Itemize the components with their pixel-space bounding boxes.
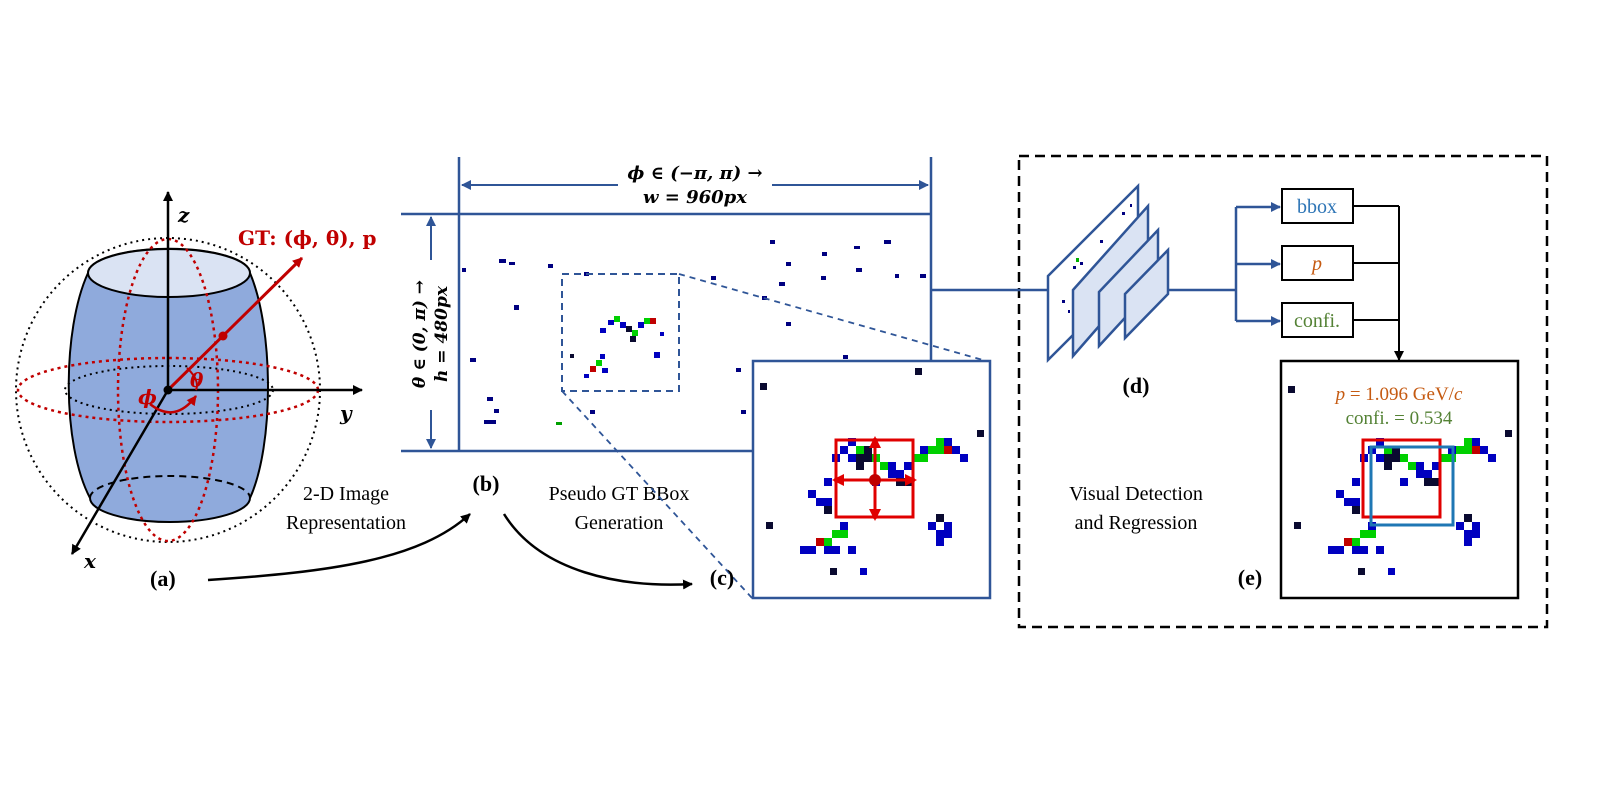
panel-a-detector: z y x GT: (ϕ, θ), p ϕ θ (a) [15,191,377,591]
panel-b-image: ϕ ∈ (−π, π) → w = 960px θ ∈ (0, π) → h =… [401,157,933,496]
zoom-connector-bottom [561,390,753,599]
zoom-region-box [561,273,680,392]
gt-direction-arrow [166,256,304,392]
p-symbol: p [1334,384,1346,405]
phi-label: ϕ [138,385,157,409]
caption-2d-line1: 2-D Image [303,483,389,505]
panel-e-prediction: p = 1.096 GeV/c confi. = 0.534 [1279,359,1520,600]
panel-c-pixels [760,368,984,575]
caption-pseudo-line2: Generation [575,512,664,534]
feature-map-4 [1123,246,1170,342]
p-unit: c [1454,384,1463,405]
caption-visual-line1: Visual Detection [1069,483,1203,505]
gt-bbox-red [1361,438,1442,519]
predicted-bbox-blue [1369,445,1455,527]
caption-pseudo-line1: Pseudo GT BBox [549,483,690,505]
gt-hit-point [218,331,228,341]
panel-d-letter: (d) [1123,373,1150,398]
axis-y-label: y [339,401,353,425]
detection-container [1017,154,1549,629]
theta-label: θ [190,368,204,392]
predicted-momentum: p = 1.096 GeV/c [1334,384,1463,405]
gt-label: GT: (ϕ, θ), p [238,226,377,250]
conf-output-box [1281,302,1354,338]
panel-e-pixels [1288,386,1512,575]
output-heads: bbox p confi. [1281,188,1404,361]
conf-output-label: confi. [1294,310,1340,332]
panel-e-frame [1279,359,1520,600]
origin-point [163,385,173,395]
axis-x-label: x [83,549,97,573]
axis-x-line [70,389,170,555]
caption-2d-line2: Representation [286,512,406,534]
arrow-a-to-b [207,513,471,582]
panel-e-letter: (e) [1238,565,1262,590]
theta-arc [186,367,198,391]
phi-arc [149,395,197,414]
panel-a-letter: (a) [150,566,176,591]
height-label-line1: θ ∈ (0, π) → [410,280,430,388]
arrow-b-to-c [502,513,693,590]
predicted-confidence: confi. = 0.534 [1346,408,1453,429]
height-label-line2: h = 480px [432,285,452,382]
bbox-output-label: bbox [1297,196,1337,218]
panel-d-network: (d) [1046,182,1281,398]
zoom-connector-top [678,273,991,363]
width-label-line2: w = 960px [643,187,747,208]
barrel-bottom-back [89,475,251,499]
caption-visual-line2: and Regression [1075,512,1198,534]
panel-c-letter: (c) [710,565,734,590]
p-value: = 1.096 GeV/ [1345,384,1455,405]
panel-c-zoom [751,359,992,600]
panel-b-letter: (b) [473,471,500,496]
width-label-line1: ϕ ∈ (−π, π) → [627,163,762,184]
axis-z-label: z [177,203,190,227]
bbox-center-point [869,474,881,486]
p-output-label: p [1310,253,1322,275]
zoom-region-pixels [570,316,664,378]
p-output-box [1281,245,1354,281]
